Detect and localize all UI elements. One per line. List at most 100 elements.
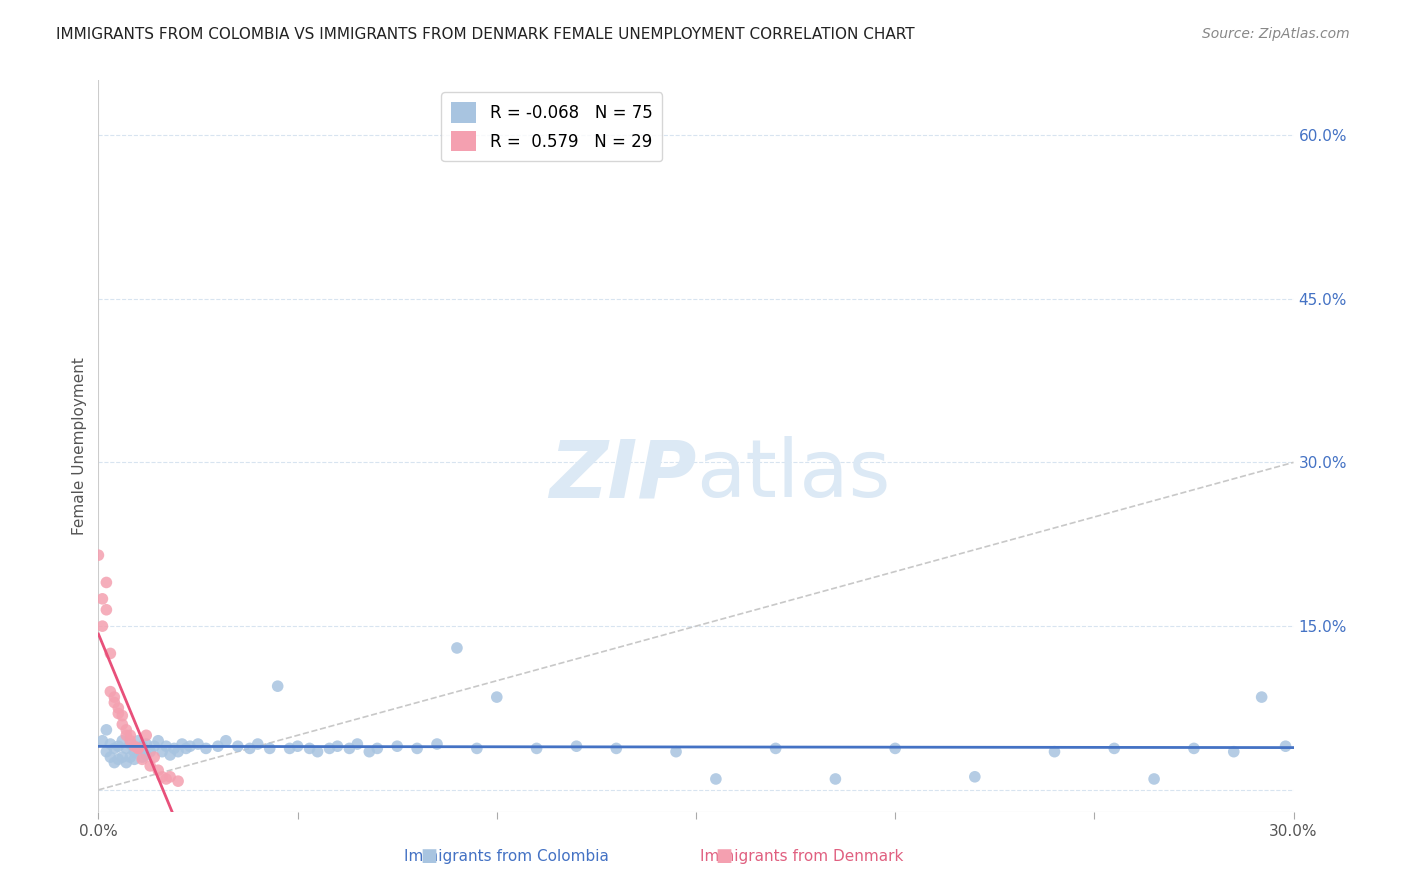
Point — [115, 741, 138, 756]
Point — [127, 733, 149, 747]
Point — [120, 750, 142, 764]
Point — [87, 548, 110, 562]
Point — [111, 750, 134, 764]
Text: ■: ■ — [420, 847, 437, 865]
Point — [824, 772, 846, 786]
Point — [150, 745, 173, 759]
Point — [103, 690, 125, 704]
Point — [765, 741, 787, 756]
Point — [135, 728, 157, 742]
Point — [179, 739, 201, 754]
Point — [605, 741, 627, 756]
Point — [103, 756, 125, 770]
Point — [124, 752, 146, 766]
Point — [215, 733, 238, 747]
Point — [246, 737, 269, 751]
Point — [120, 728, 142, 742]
Point — [1143, 772, 1166, 786]
Point — [96, 575, 118, 590]
Point — [1043, 745, 1066, 759]
Point — [98, 684, 122, 698]
Point — [96, 723, 118, 737]
Point — [135, 747, 157, 762]
Point — [139, 745, 162, 759]
Point — [91, 619, 114, 633]
Point — [159, 770, 181, 784]
Point — [207, 739, 229, 754]
Point — [131, 752, 153, 766]
Point — [1223, 745, 1246, 759]
Point — [124, 745, 146, 759]
Point — [107, 752, 129, 766]
Point — [124, 739, 146, 754]
Point — [98, 647, 122, 661]
Point — [98, 750, 122, 764]
Point — [1274, 739, 1296, 754]
Point — [131, 750, 153, 764]
Point — [226, 739, 249, 754]
Point — [163, 741, 186, 756]
Text: atlas: atlas — [696, 436, 890, 515]
Point — [704, 772, 727, 786]
Point — [150, 770, 173, 784]
Point — [135, 737, 157, 751]
Point — [98, 737, 122, 751]
Point — [406, 741, 429, 756]
Text: ■: ■ — [716, 847, 733, 865]
Point — [318, 741, 340, 756]
Point — [127, 741, 149, 756]
Point — [884, 741, 907, 756]
Point — [195, 741, 218, 756]
Point — [174, 741, 197, 756]
Point — [111, 717, 134, 731]
Text: ZIP: ZIP — [548, 436, 696, 515]
Point — [96, 603, 118, 617]
Point — [326, 739, 349, 754]
Point — [120, 737, 142, 751]
Legend: R = -0.068   N = 75, R =  0.579   N = 29: R = -0.068 N = 75, R = 0.579 N = 29 — [441, 92, 662, 161]
Point — [366, 741, 388, 756]
Point — [107, 701, 129, 715]
Point — [665, 745, 688, 759]
Point — [155, 739, 177, 754]
Point — [107, 739, 129, 754]
Point — [359, 745, 381, 759]
Point — [278, 741, 301, 756]
Point — [131, 739, 153, 754]
Point — [307, 745, 329, 759]
Point — [385, 739, 409, 754]
Point — [139, 759, 162, 773]
Point — [91, 733, 114, 747]
Point — [103, 696, 125, 710]
Point — [267, 679, 290, 693]
Point — [96, 745, 118, 759]
Point — [259, 741, 281, 756]
Point — [111, 708, 134, 723]
Text: IMMIGRANTS FROM COLOMBIA VS IMMIGRANTS FROM DENMARK FEMALE UNEMPLOYMENT CORRELAT: IMMIGRANTS FROM COLOMBIA VS IMMIGRANTS F… — [56, 27, 915, 42]
Point — [107, 706, 129, 721]
Point — [120, 733, 142, 747]
Point — [115, 723, 138, 737]
Point — [115, 756, 138, 770]
Point — [103, 741, 125, 756]
Point — [187, 737, 209, 751]
Point — [1104, 741, 1126, 756]
Point — [287, 739, 309, 754]
Point — [239, 741, 262, 756]
Point — [346, 737, 368, 751]
Point — [143, 739, 166, 754]
Point — [127, 741, 149, 756]
Y-axis label: Female Unemployment: Female Unemployment — [72, 357, 87, 535]
Point — [167, 745, 190, 759]
Text: Immigrants from Denmark: Immigrants from Denmark — [700, 849, 903, 863]
Point — [1250, 690, 1272, 704]
Point — [167, 774, 190, 789]
Point — [298, 741, 321, 756]
Point — [172, 737, 194, 751]
Point — [91, 591, 114, 606]
Point — [115, 728, 138, 742]
Point — [148, 763, 170, 777]
Point — [1182, 741, 1205, 756]
Point — [526, 741, 548, 756]
Text: Immigrants from Colombia: Immigrants from Colombia — [404, 849, 609, 863]
